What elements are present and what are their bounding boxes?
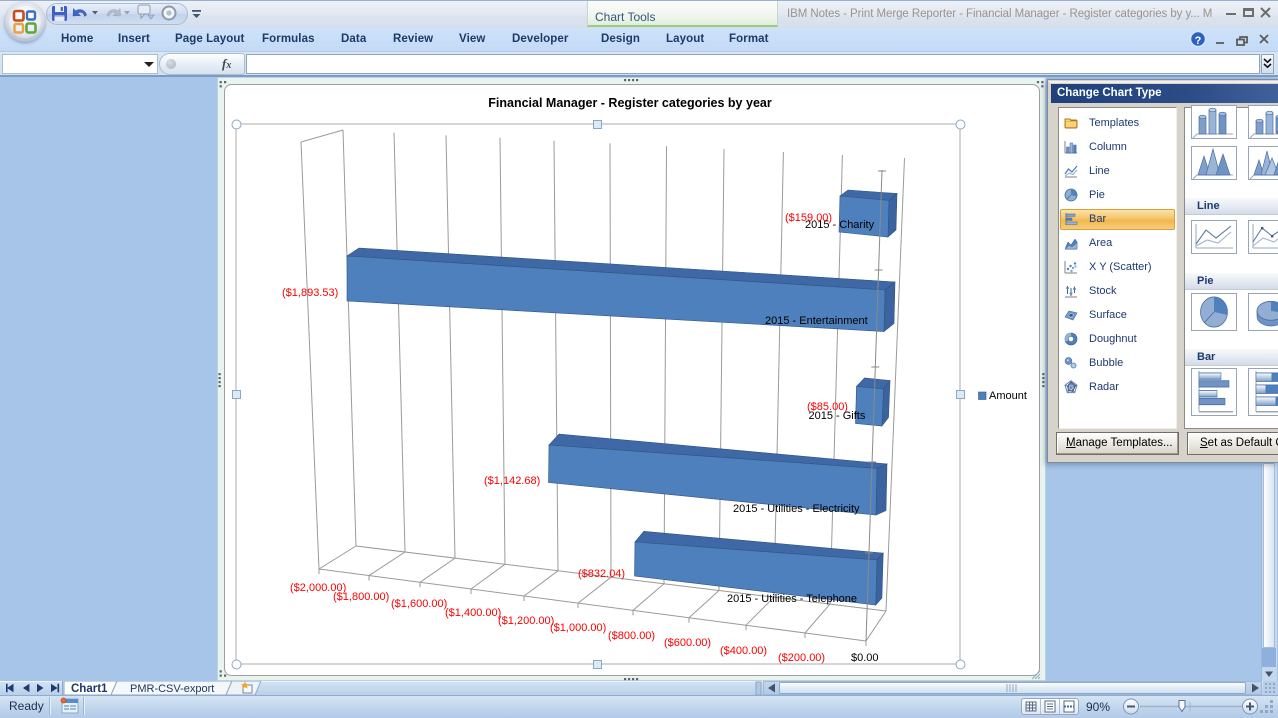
svg-text:2015 - Utilities - Electricity: 2015 - Utilities - Electricity bbox=[733, 503, 860, 515]
svg-text:($159.00): ($159.00) bbox=[785, 212, 832, 224]
svg-text:($200.00): ($200.00) bbox=[778, 652, 825, 664]
svg-text:PMR-CSV-export: PMR-CSV-export bbox=[130, 683, 214, 695]
svg-text:($1,000.00): ($1,000.00) bbox=[550, 622, 606, 634]
svg-text:($800.00): ($800.00) bbox=[608, 630, 655, 642]
svg-text:2015 - Charity: 2015 - Charity bbox=[805, 219, 875, 231]
svg-text:($400.00): ($400.00) bbox=[720, 645, 767, 657]
svg-text:Financial Manager - Register c: Financial Manager - Register categories … bbox=[488, 96, 772, 110]
svg-text:($1,200.00): ($1,200.00) bbox=[498, 615, 554, 627]
svg-text:?: ? bbox=[1195, 35, 1202, 47]
svg-text:($2,000.00): ($2,000.00) bbox=[290, 582, 346, 594]
svg-text:($1,142.68): ($1,142.68) bbox=[484, 475, 540, 487]
svg-text:Chart1: Chart1 bbox=[71, 683, 108, 695]
svg-text:2015 - Utilities - Telephone: 2015 - Utilities - Telephone bbox=[727, 593, 857, 605]
svg-text:($832.04): ($832.04) bbox=[578, 568, 625, 580]
svg-text:2015 - Entertainment: 2015 - Entertainment bbox=[765, 315, 868, 327]
svg-text:($1,400.00): ($1,400.00) bbox=[445, 607, 501, 619]
svg-text:Amount: Amount bbox=[989, 390, 1027, 402]
svg-text:($1,800.00): ($1,800.00) bbox=[333, 591, 389, 603]
svg-text:($1,893.53): ($1,893.53) bbox=[282, 287, 338, 299]
svg-text:($600.00): ($600.00) bbox=[664, 637, 711, 649]
svg-text:$0.00: $0.00 bbox=[851, 652, 879, 664]
svg-text:2015 - Gifts: 2015 - Gifts bbox=[809, 410, 866, 422]
svg-text:($85.00): ($85.00) bbox=[807, 401, 848, 413]
svg-text:($1,600.00): ($1,600.00) bbox=[391, 598, 447, 610]
